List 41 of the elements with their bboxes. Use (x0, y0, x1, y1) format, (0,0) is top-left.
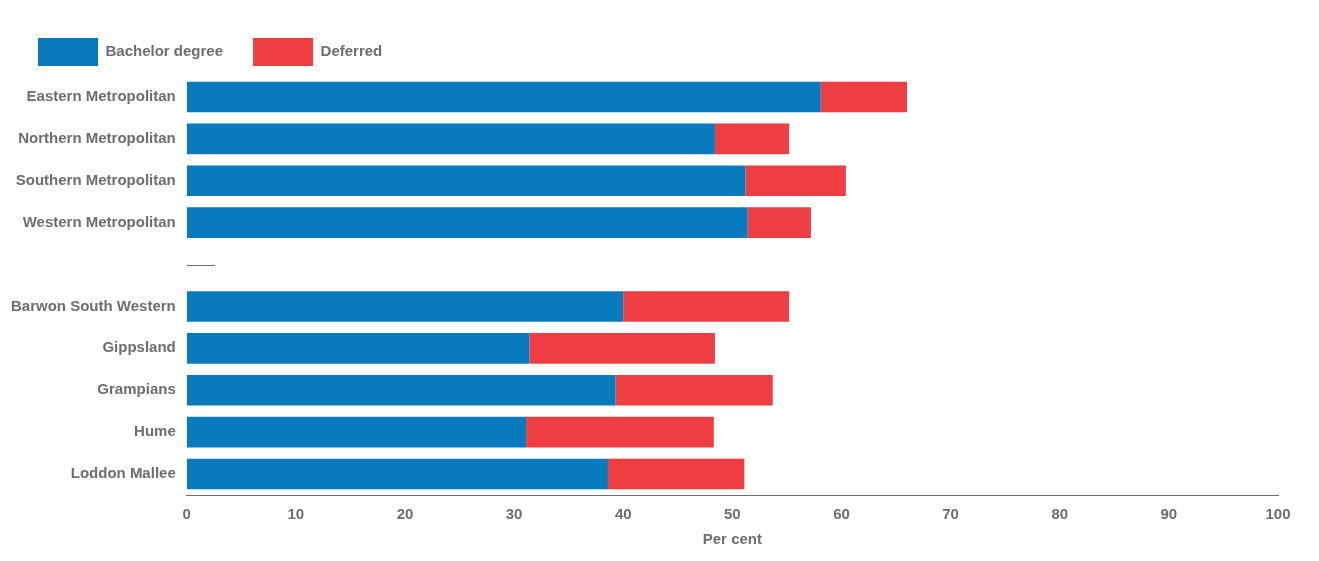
bar (820, 81, 907, 113)
bar (186, 458, 608, 490)
bar (714, 123, 790, 155)
x-tick-label: 100 (1265, 505, 1291, 523)
y-tick-label: Western Metropolitan (22, 212, 176, 230)
y-tick-label: Eastern Metropolitan (26, 87, 176, 105)
x-tick-label: 0 (182, 505, 191, 523)
x-axis-title: Per cent (702, 530, 762, 548)
y-tick-label: Loddon Mallee (70, 464, 176, 482)
bar (615, 374, 773, 406)
bar (526, 416, 714, 448)
legend-label: Deferred (320, 42, 383, 60)
x-tick-label: 70 (942, 505, 959, 523)
bar (186, 81, 821, 113)
x-tick-label: 90 (1160, 505, 1178, 523)
bar (186, 207, 748, 238)
bar (607, 458, 745, 490)
bar (186, 333, 530, 364)
bar (745, 165, 846, 197)
bar (186, 165, 746, 197)
y-tick-label: Hume (134, 422, 176, 440)
y-tick-label: Southern Metropolitan (15, 170, 176, 188)
y-tick-label: Barwon South Western (10, 296, 176, 314)
bar (747, 207, 811, 238)
x-tick-label: 50 (724, 505, 741, 523)
bar (529, 333, 715, 364)
x-tick-label: 60 (833, 505, 850, 523)
y-tick-label: Northern Metropolitan (18, 128, 176, 146)
legend-label: Bachelor degree (105, 42, 224, 60)
x-tick-label: 20 (396, 505, 414, 523)
bar (186, 123, 715, 155)
bar (186, 374, 616, 406)
x-tick-label: 30 (505, 505, 523, 523)
bar (186, 416, 527, 448)
x-tick-label: 80 (1051, 505, 1069, 523)
bar (623, 291, 790, 322)
y-tick-label: Grampians (97, 380, 176, 398)
bar (186, 291, 624, 322)
x-tick-label: 10 (287, 505, 305, 523)
x-tick-label: 40 (614, 505, 632, 523)
y-tick-label: Gippsland (102, 338, 176, 356)
